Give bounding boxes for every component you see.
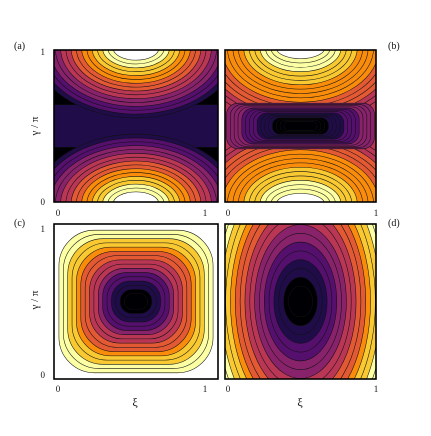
panel-c-xtick-right: 1 — [203, 384, 208, 394]
panel-c-well-contour-15 — [124, 293, 148, 310]
panel-a-ytick-top: 1 — [41, 47, 46, 57]
panel-d — [224, 223, 377, 380]
panel-d-field — [225, 224, 376, 379]
panel-a — [53, 49, 219, 203]
panel-c — [53, 223, 219, 380]
panel-b-xtick-right: 1 — [374, 208, 379, 218]
panel-d-well-contour-15 — [288, 285, 313, 318]
panel-label-a: (a) — [14, 41, 25, 52]
panel-d-xlabel: ξ — [297, 395, 303, 409]
panel-a-top-contour-15 — [113, 50, 159, 61]
panel-label-d: (d) — [388, 218, 400, 229]
panel-c-ytick-top: 1 — [41, 224, 46, 234]
panel-a-field — [54, 50, 218, 202]
panel-b — [224, 49, 377, 203]
panel-b-top-contour-15 — [276, 50, 325, 59]
panel-b-bottom-contour-15 — [276, 193, 325, 202]
panel-b-field — [225, 50, 376, 202]
panel-c-xtick-left: 0 — [56, 384, 61, 394]
panel-d-xtick-left: 0 — [226, 384, 231, 394]
panel-a-bottom-contour-15 — [113, 191, 159, 202]
panel-b-frame — [224, 49, 377, 203]
panel-b-xtick-left: 0 — [226, 208, 231, 218]
panel-a-frame — [53, 49, 219, 203]
panel-a-ylabel: γ / π — [29, 116, 41, 136]
panel-c-frame — [53, 223, 219, 380]
panel-d-frame — [224, 223, 377, 380]
panel-a-xtick-left: 0 — [56, 208, 61, 218]
panel-label-c: (c) — [14, 218, 25, 229]
panel-c-ylabel: γ / π — [29, 290, 41, 310]
panel-b-centre-contour-15 — [283, 121, 318, 131]
panel-label-b: (b) — [388, 41, 400, 52]
panel-a-xtick-right: 1 — [203, 208, 208, 218]
panel-c-xlabel: ξ — [132, 395, 138, 409]
panel-d-xtick-right: 1 — [374, 384, 379, 394]
panel-c-field — [54, 224, 218, 379]
panel-a-ytick-bottom: 0 — [41, 197, 46, 207]
panel-c-ytick-bottom: 0 — [41, 370, 46, 380]
